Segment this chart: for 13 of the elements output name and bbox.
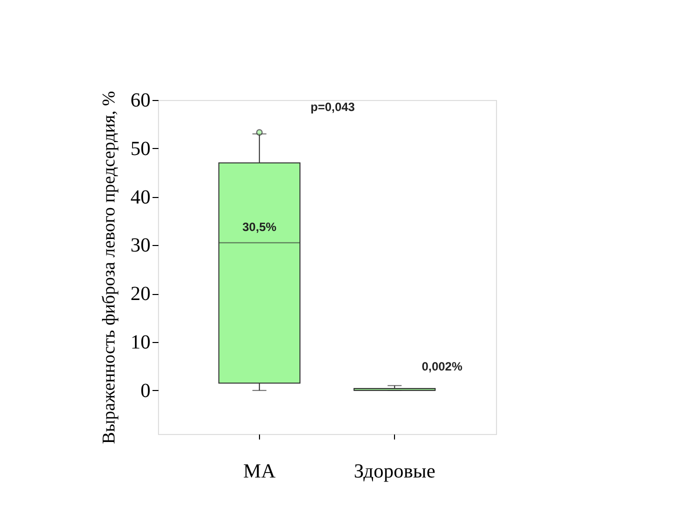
annotation: p=0,043 xyxy=(310,100,356,114)
y-tick-label: 20 xyxy=(130,283,150,306)
x-tick-label: Здоровые xyxy=(354,460,436,482)
y-tick-label: 40 xyxy=(130,186,150,208)
y-axis-title: Выраженность фиброза левого предсердия, % xyxy=(98,91,118,444)
y-tick-label: 50 xyxy=(130,138,150,160)
x-tick-label: МА xyxy=(243,460,276,482)
y-tick-label: 30 xyxy=(130,234,150,257)
y-tick-label: 10 xyxy=(130,332,150,354)
annotation: 0,002% xyxy=(422,359,463,374)
y-tick-label: 0 xyxy=(140,380,150,402)
y-tick-label: 60 xyxy=(130,90,150,112)
annotation: 30,5% xyxy=(242,220,277,234)
